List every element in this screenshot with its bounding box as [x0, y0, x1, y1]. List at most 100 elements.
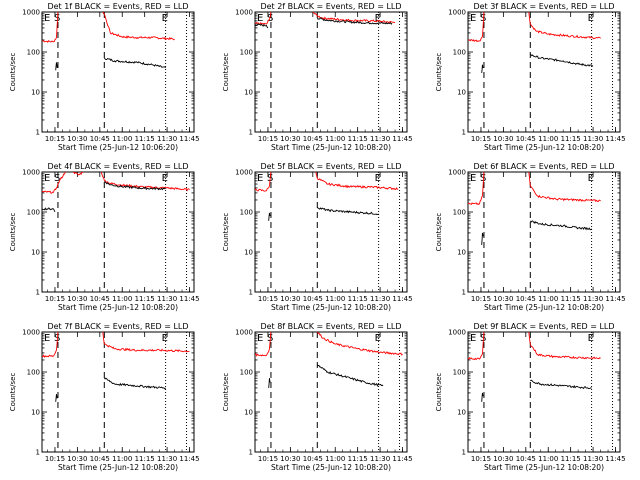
x-tick-label: 11:30 — [157, 135, 177, 143]
series-line-lld — [100, 172, 190, 192]
y-axis-label: Counts/sec — [9, 53, 17, 92]
x-tick-label: 10:30 — [67, 135, 87, 143]
series-line-lld — [255, 332, 272, 357]
x-tick-label: 11:00 — [325, 455, 345, 463]
x-tick-label: 11:00 — [538, 135, 558, 143]
series-line-events — [104, 57, 166, 69]
x-axis-label: Start Time (25-Jun-12 10:08:20) — [271, 303, 391, 312]
chart-title: Det 7f BLACK = Events, RED = LLD — [47, 322, 188, 331]
chart-panel-4: Det 4f BLACK = Events, RED = LLD 1 10 100 10… — [9, 162, 200, 312]
x-tick-label: 11:45 — [179, 135, 199, 143]
x-tick-label: 11:45 — [392, 295, 412, 303]
series-line-events — [103, 377, 166, 390]
series-line-events — [55, 62, 58, 71]
chart-panel-7: Det 7f BLACK = Events, RED = LLD 1 10 100 10… — [9, 322, 200, 472]
x-tick-label: 10:45 — [303, 455, 323, 463]
y-tick-label: 100 — [27, 369, 40, 377]
marker-letter: E — [375, 333, 381, 344]
x-tick-label: 10:45 — [516, 295, 536, 303]
plot-frame — [254, 331, 408, 453]
series-line-lld — [315, 172, 399, 191]
x-axis-label: Start Time (25-Jun-12 10:08:20) — [484, 303, 604, 312]
series-line-lld — [102, 12, 175, 41]
marker-letter: E — [470, 333, 476, 344]
x-tick-label: 11:30 — [157, 455, 177, 463]
y-tick-label: 10 — [31, 409, 40, 417]
x-tick-label: 11:00 — [325, 135, 345, 143]
y-tick-label: 10 — [244, 89, 253, 97]
y-tick-label: 1000 — [448, 329, 466, 337]
x-tick-label: 10:45 — [90, 295, 110, 303]
chart-panel-3: Det 3f BLACK = Events, RED = LLD 1 10 100 10… — [435, 2, 626, 152]
series-line-events — [268, 212, 271, 221]
series-line-lld — [102, 332, 190, 353]
chart-panel-5: Det 5f BLACK = Events, RED = LLD 1 10 100 10… — [222, 162, 413, 312]
y-tick-label: 1 — [462, 449, 466, 457]
series-line-events — [529, 220, 592, 231]
x-tick-label: 10:30 — [493, 455, 513, 463]
y-tick-label: 10 — [457, 249, 466, 257]
y-tick-label: 10 — [31, 89, 40, 97]
y-axis-label: Counts/sec — [435, 213, 443, 252]
marker-letter: E — [257, 333, 263, 344]
x-tick-label: 11:45 — [179, 295, 199, 303]
x-tick-label: 10:30 — [280, 455, 300, 463]
series-line-lld — [255, 172, 272, 192]
y-tick-label: 10 — [457, 89, 466, 97]
x-tick-label: 11:15 — [348, 455, 368, 463]
x-axis-label: Start Time (25-Jun-12 10:08:20) — [484, 463, 604, 472]
x-tick-label: 11:15 — [348, 135, 368, 143]
series-line-lld — [468, 172, 485, 206]
y-tick-label: 1 — [36, 449, 40, 457]
y-tick-label: 1 — [249, 129, 253, 137]
series-line-lld — [42, 332, 59, 358]
plot-frame — [467, 331, 621, 453]
chart-title: Det 5f BLACK = Events, RED = LLD — [260, 162, 401, 171]
plot-frame — [41, 11, 195, 133]
x-tick-label: 11:15 — [135, 295, 155, 303]
x-tick-label: 11:45 — [605, 295, 625, 303]
y-axis-label: Counts/sec — [222, 53, 230, 92]
marker-letter: E — [470, 173, 476, 184]
x-tick-label: 11:15 — [561, 455, 581, 463]
y-tick-label: 1000 — [448, 169, 466, 177]
x-axis-label: Start Time (25-Jun-12 10:08:20) — [271, 143, 391, 152]
y-tick-label: 1000 — [22, 9, 40, 17]
x-tick-label: 11:00 — [538, 295, 558, 303]
x-tick-label: 10:15 — [258, 455, 278, 463]
x-tick-label: 10:15 — [258, 135, 278, 143]
x-tick-label: 11:30 — [157, 295, 177, 303]
series-line-events — [530, 54, 594, 67]
x-tick-label: 11:15 — [135, 135, 155, 143]
chart-title: Det 4f BLACK = Events, RED = LLD — [47, 162, 188, 171]
series-line-events — [42, 207, 56, 213]
x-tick-label: 11:30 — [583, 455, 603, 463]
marker-letter: E — [257, 173, 263, 184]
y-tick-label: 10 — [457, 409, 466, 417]
x-tick-label: 10:45 — [90, 135, 110, 143]
series-line-events — [55, 394, 58, 402]
chart-panel-6: Det 6f BLACK = Events, RED = LLD 1 10 100 10… — [435, 162, 626, 312]
y-axis-label: Counts/sec — [9, 213, 17, 252]
x-tick-label: 11:00 — [112, 295, 132, 303]
chart-title: Det 1f BLACK = Events, RED = LLD — [47, 2, 188, 11]
series-line-events — [481, 232, 484, 245]
chart-panel-2: Det 2f BLACK = Events, RED = LLD 1 10 100 10… — [222, 2, 413, 152]
y-tick-label: 100 — [453, 209, 466, 217]
marker-letter: E — [44, 173, 50, 184]
series-line-events — [316, 17, 393, 25]
marker-letter: E — [162, 173, 168, 184]
plot-frame — [467, 171, 621, 293]
series-line-lld — [528, 332, 601, 360]
x-tick-label: 10:45 — [303, 135, 323, 143]
chart-title: Det 9f BLACK = Events, RED = LLD — [473, 322, 614, 331]
series-line-events — [104, 181, 166, 191]
x-tick-label: 10:30 — [280, 295, 300, 303]
x-tick-label: 10:15 — [45, 455, 65, 463]
y-tick-label: 10 — [244, 249, 253, 257]
y-tick-label: 10 — [31, 249, 40, 257]
chart-panel-1: Det 1f BLACK = Events, RED = LLD 1 10 100 10… — [9, 2, 200, 152]
plot-frame — [467, 11, 621, 133]
series-line-events — [481, 64, 484, 73]
